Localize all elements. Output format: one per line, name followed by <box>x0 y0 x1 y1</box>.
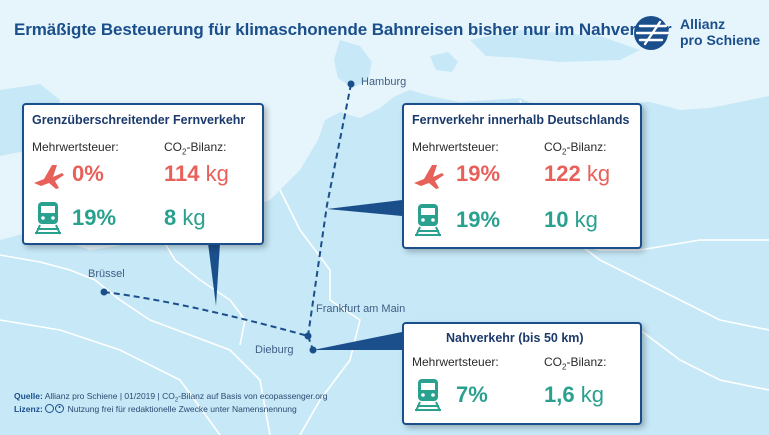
box-title: Grenzüberschreitender Fernverkehr <box>32 113 246 127</box>
co2-label: CO2-Bilanz: <box>544 140 607 157</box>
country-borders <box>0 99 769 435</box>
train-vat-value: 7% <box>456 382 488 407</box>
city-label-dieburg: Dieburg <box>255 344 294 356</box>
logo: Allianz pro Schiene <box>632 14 762 54</box>
box-domestic: Fernverkehr innerhalb Deutschlands Mehrw… <box>402 103 642 249</box>
logo-icon <box>634 16 670 50</box>
plane-icon <box>414 165 444 189</box>
creative-commons-icon <box>45 404 65 413</box>
vat-label: Mehrwertsteuer: <box>412 355 499 369</box>
source-label: Quelle: <box>14 391 43 401</box>
route-hamburg-frankfurt <box>307 83 352 337</box>
page-title: Ermäßigte Besteuerung für klimaschonende… <box>14 20 672 39</box>
footer-source: Quelle: Allianz pro Schiene | 01/2019 | … <box>14 391 328 404</box>
train-icon <box>415 379 441 412</box>
pointer-domestic <box>327 200 402 216</box>
city-label-bruessel: Brüssel <box>88 268 125 280</box>
train-co2-value: 1,6 kg <box>544 382 604 407</box>
route-bruessel-frankfurt <box>103 291 309 337</box>
co2-label: CO2-Bilanz: <box>164 140 227 157</box>
pointer-cross-border <box>208 243 220 306</box>
marker-bruessel <box>100 288 108 296</box>
train-icon <box>415 204 441 237</box>
box-cross-border: Grenzüberschreitender Fernverkehr Mehrwe… <box>22 103 264 245</box>
city-markers <box>100 80 355 354</box>
vat-label: Mehrwertsteuer: <box>32 140 119 154</box>
train-icon <box>35 202 61 235</box>
co2-label: CO2-Bilanz: <box>544 355 607 372</box>
pointer-local <box>313 332 402 350</box>
land-island-1 <box>430 52 458 72</box>
land-scandinavia-2 <box>470 30 640 62</box>
logo-line-2: pro Schiene <box>680 32 761 48</box>
marker-hamburg <box>347 80 355 88</box>
land-scandinavia <box>334 40 372 88</box>
train-vat-value: 19% <box>72 205 117 230</box>
train-co2-value: 8 kg <box>164 205 206 230</box>
box-local: Nahverkehr (bis 50 km) Mehrwertsteuer: C… <box>402 322 642 425</box>
license-label: Lizenz: <box>14 404 43 414</box>
plane-co2-value: 122 kg <box>544 161 611 186</box>
plane-vat-value: 0% <box>72 161 104 186</box>
train-vat-value: 19% <box>456 207 501 232</box>
box-title: Fernverkehr innerhalb Deutschlands <box>412 113 630 127</box>
logo-line-1: Allianz <box>680 16 726 32</box>
footer-license: Lizenz: Nutzung frei für redaktionelle Z… <box>14 404 297 414</box>
callout-pointers <box>208 200 402 350</box>
train-co2-value: 10 kg <box>544 207 598 232</box>
city-label-frankfurt: Frankfurt am Main <box>316 303 406 315</box>
plane-co2-value: 114 kg <box>164 161 229 186</box>
plane-icon <box>34 165 64 189</box>
plane-vat-value: 19% <box>456 161 501 186</box>
marker-frankfurt <box>304 332 312 340</box>
vat-label: Mehrwertsteuer: <box>412 140 499 154</box>
city-label-hamburg: Hamburg <box>361 76 407 88</box>
box-title: Nahverkehr (bis 50 km) <box>446 331 584 345</box>
